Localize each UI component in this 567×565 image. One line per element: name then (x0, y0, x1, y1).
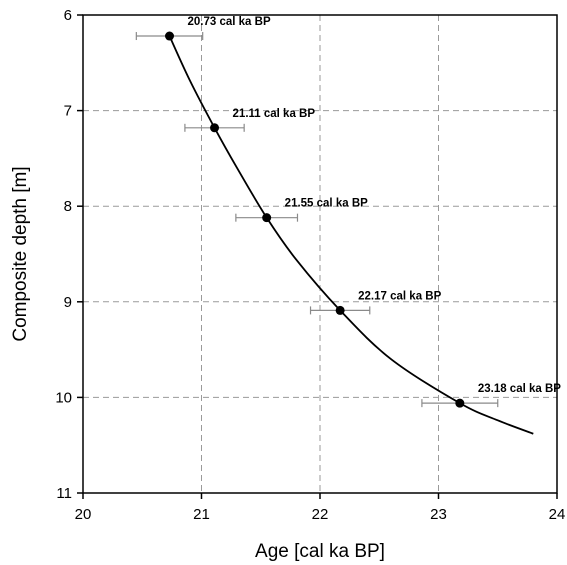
age-depth-curve (168, 35, 534, 435)
point-labels: 20.73 cal ka BP 21.11 cal ka BP 21.55 cal … (188, 16, 562, 395)
data-point (262, 213, 272, 223)
data-label: 23.18 cal ka BP (478, 383, 561, 395)
data-label: 20.73 cal ka BP (188, 16, 271, 28)
x-tick-label: 23 (430, 506, 447, 523)
y-axis-title: Composite depth [m] (10, 166, 31, 341)
grid (83, 15, 557, 493)
axes: 20 21 22 23 24 6 7 8 9 10 11 (55, 7, 565, 523)
x-tick-label: 24 (549, 506, 566, 523)
data-point (335, 305, 345, 315)
data-point (455, 398, 465, 408)
data-points (165, 31, 465, 408)
y-tick-label: 11 (56, 485, 72, 502)
x-axis-title: Age [cal ka BP] (255, 541, 385, 562)
data-label: 22.17 cal ka BP (358, 290, 441, 302)
data-label: 21.11 cal ka BP (233, 108, 316, 120)
data-point (210, 123, 220, 133)
data-label: 21.55 cal ka BP (285, 198, 368, 210)
fit-curve-layer (168, 35, 534, 435)
y-tick-label: 8 (64, 198, 72, 215)
error-bars (135, 32, 499, 408)
x-tick-label: 21 (193, 506, 210, 523)
y-tick-label: 10 (55, 389, 72, 406)
x-tick-label: 20 (75, 506, 92, 523)
data-point (165, 31, 175, 41)
y-tick-label: 6 (64, 7, 72, 24)
x-tick-label: 22 (312, 506, 329, 523)
y-tick-label: 9 (64, 294, 72, 311)
y-tick-label: 7 (64, 103, 72, 120)
